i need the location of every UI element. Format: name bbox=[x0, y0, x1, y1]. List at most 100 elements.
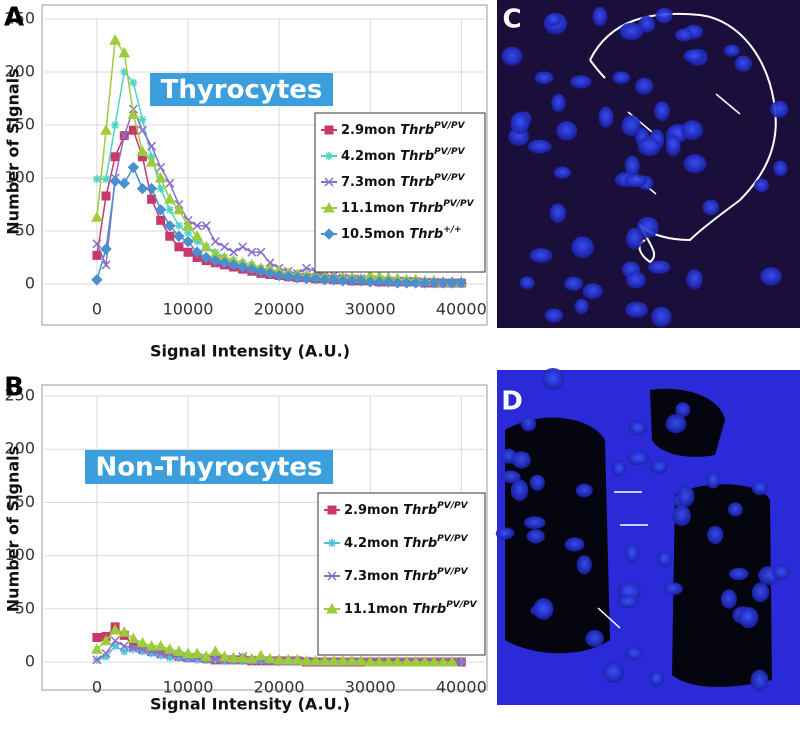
data-point bbox=[145, 182, 158, 195]
nucleus bbox=[527, 139, 552, 154]
data-point bbox=[120, 68, 129, 76]
nucleus bbox=[500, 470, 521, 484]
nucleus bbox=[582, 283, 603, 300]
data-point bbox=[191, 246, 203, 258]
data-point bbox=[120, 647, 129, 656]
data-point bbox=[147, 194, 157, 204]
data-point bbox=[183, 247, 193, 257]
data-point bbox=[346, 275, 358, 287]
data-point bbox=[92, 239, 102, 249]
legend-label: 11.1mon ThrbPV/PV bbox=[344, 600, 478, 617]
legend-label: 2.9mon ThrbPV/PV bbox=[341, 121, 466, 138]
data-point bbox=[437, 277, 449, 289]
data-point bbox=[118, 46, 131, 58]
y-axis-title: Number of Signals bbox=[4, 68, 23, 234]
lumen bbox=[505, 417, 610, 654]
data-point bbox=[201, 221, 211, 231]
nucleus bbox=[655, 7, 673, 24]
data-point bbox=[337, 654, 349, 666]
data-point bbox=[91, 643, 103, 654]
data-point bbox=[328, 274, 340, 286]
nucleus bbox=[672, 505, 691, 526]
data-point bbox=[127, 108, 140, 119]
nucleus bbox=[551, 93, 566, 112]
nucleus bbox=[510, 112, 530, 135]
data-point bbox=[265, 258, 275, 268]
nucleus bbox=[575, 483, 593, 498]
legend-label: 4.2mon ThrbPV/PV bbox=[341, 147, 466, 164]
nucleus bbox=[534, 71, 554, 85]
data-point bbox=[382, 276, 395, 288]
x-tick-label: 0 bbox=[92, 300, 102, 319]
annotation: Non-Thyrocytes bbox=[96, 453, 323, 483]
annotation-box bbox=[85, 450, 333, 484]
legend-box bbox=[314, 112, 486, 273]
nucleus bbox=[760, 267, 782, 286]
data-point bbox=[156, 184, 165, 193]
data-point bbox=[327, 654, 340, 666]
data-point bbox=[273, 653, 285, 665]
data-point bbox=[118, 177, 130, 190]
data-point bbox=[138, 647, 147, 656]
outline bbox=[589, 59, 606, 79]
legend-marker bbox=[324, 125, 334, 135]
data-point bbox=[291, 271, 304, 284]
nucleus bbox=[519, 276, 535, 290]
data-point bbox=[92, 633, 102, 643]
x-tick-label: 10000 bbox=[163, 678, 214, 697]
nucleus bbox=[624, 155, 640, 177]
legend-label: 10.5mon Thrb+/+ bbox=[341, 225, 462, 242]
data-point bbox=[110, 152, 120, 162]
data-point bbox=[147, 141, 157, 151]
nucleus bbox=[612, 460, 627, 477]
data-point bbox=[182, 647, 194, 658]
x-tick-label: 30000 bbox=[345, 678, 396, 697]
data-point bbox=[156, 651, 165, 660]
nucleus bbox=[625, 301, 648, 318]
data-point bbox=[119, 641, 129, 651]
data-point bbox=[246, 263, 258, 275]
nucleus bbox=[570, 75, 592, 89]
nucleus bbox=[627, 450, 650, 466]
data-point bbox=[100, 124, 112, 135]
data-point bbox=[111, 121, 120, 129]
data-point bbox=[145, 156, 158, 167]
x-axis-title: Signal Intensity (A.U.) bbox=[150, 342, 350, 361]
nucleus bbox=[772, 564, 790, 581]
nucleus bbox=[571, 236, 594, 259]
arrow bbox=[715, 93, 741, 115]
data-point bbox=[136, 636, 149, 648]
data-point bbox=[101, 260, 111, 270]
data-point bbox=[210, 654, 220, 664]
x-tick-label: 0 bbox=[92, 678, 102, 697]
nucleus bbox=[553, 166, 572, 179]
nucleus bbox=[511, 451, 531, 469]
nucleus bbox=[520, 416, 537, 432]
data-point bbox=[264, 652, 276, 664]
nucleus bbox=[637, 136, 661, 157]
data-point bbox=[182, 219, 194, 231]
nucleus bbox=[683, 154, 707, 174]
nucleus bbox=[624, 174, 648, 188]
nucleus bbox=[624, 647, 644, 661]
y-tick-label: 250 bbox=[4, 9, 35, 28]
nucleus bbox=[529, 248, 553, 263]
nucleus bbox=[501, 46, 523, 66]
data-point bbox=[184, 654, 193, 663]
arrow bbox=[597, 607, 621, 629]
nucleus bbox=[665, 414, 687, 434]
data-point bbox=[174, 653, 183, 662]
nucleus bbox=[626, 271, 646, 289]
data-point bbox=[92, 250, 102, 260]
data-point bbox=[428, 277, 440, 289]
data-point bbox=[391, 277, 404, 289]
data-point bbox=[245, 652, 258, 664]
nucleus bbox=[651, 306, 672, 328]
nucleus bbox=[638, 15, 656, 33]
data-point bbox=[92, 655, 102, 665]
nucleus bbox=[734, 55, 752, 72]
data-point bbox=[119, 131, 129, 141]
series-line bbox=[96, 629, 453, 663]
data-point bbox=[355, 654, 367, 666]
